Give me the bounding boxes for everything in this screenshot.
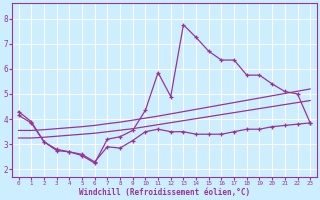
- X-axis label: Windchill (Refroidissement éolien,°C): Windchill (Refroidissement éolien,°C): [79, 188, 250, 197]
